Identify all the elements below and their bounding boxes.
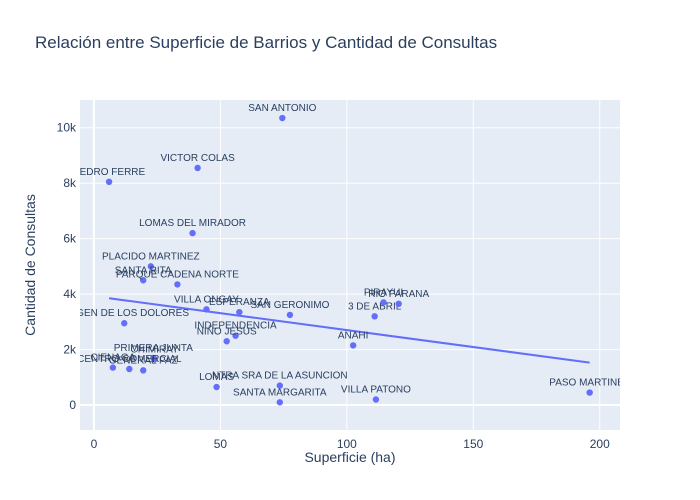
data-point — [203, 306, 210, 313]
data-label: INDEPENDENCIA — [194, 321, 277, 332]
data-point — [349, 342, 357, 349]
data-point — [276, 382, 284, 389]
x-tick-label: 100 — [337, 437, 357, 451]
data-point — [174, 281, 181, 288]
plot-background — [80, 100, 620, 430]
x-tick-label: 200 — [590, 437, 610, 451]
data-label: SAN GERONIMO — [250, 300, 329, 311]
data-point — [121, 320, 128, 327]
data-point — [286, 311, 294, 319]
data-label: PLACIDO MARTINEZ — [102, 251, 200, 262]
x-tick-label: 0 — [91, 437, 98, 451]
data-label: ESPERANZA — [209, 297, 270, 308]
data-label: SANTA RITA — [115, 265, 172, 276]
data-label: GENERAL PAZ — [109, 355, 178, 366]
y-tick-label: 10k — [57, 121, 77, 135]
data-point — [151, 356, 158, 363]
data-label: VICTOR COLAS — [160, 153, 235, 164]
data-point — [371, 313, 378, 320]
data-label: RIO PARANA — [368, 289, 429, 300]
data-point — [232, 332, 239, 339]
data-label: NTRA SRA DE LA ASUNCION — [212, 371, 348, 382]
x-axis-title: Superficie (ha) — [304, 449, 395, 465]
data-point — [586, 389, 593, 396]
data-label: PEDRO FERRE — [73, 167, 146, 178]
data-label: PARQUE CADENA NORTE — [116, 269, 239, 280]
data-point — [279, 114, 286, 122]
data-point — [236, 308, 243, 316]
data-label: VILLA PATONO — [341, 384, 411, 395]
data-label: PASO MARTINEZ — [549, 378, 630, 389]
data-point — [276, 399, 284, 406]
data-points: SAN ANTONIO PEDRO FERRE VICTOR COLAS LOMAS … — [60, 103, 630, 406]
data-label: CENTRO COMERCIAL — [77, 354, 182, 365]
y-tick-label: 8k — [63, 176, 77, 190]
data-point — [126, 365, 133, 373]
data-point — [223, 338, 230, 345]
data-point — [395, 300, 402, 308]
trend-line — [108, 297, 590, 364]
data-label: SAN ANTONIO — [248, 103, 316, 114]
y-axis-title: Cantidad de Consultas — [22, 194, 38, 336]
data-point — [105, 178, 113, 186]
data-point — [189, 229, 196, 237]
data-label: NIÑO JESUS — [197, 324, 257, 337]
data-label: CIENAGA — [90, 353, 135, 364]
x-tick-label: 50 — [214, 437, 228, 451]
data-label: 3 DE ABRIL — [348, 301, 402, 312]
data-label: VILLA ONGAY — [174, 294, 239, 305]
data-label: SANTA MARGARITA — [233, 387, 327, 398]
data-point — [109, 364, 117, 371]
data-label: PIRAYUI — [364, 287, 403, 298]
data-label: VIRGEN DE LOS DOLORES — [60, 308, 190, 319]
data-label: LOMAS DEL MIRADOR — [139, 218, 246, 229]
data-label: ANAHI — [338, 330, 369, 341]
data-point — [147, 263, 155, 270]
data-point — [372, 396, 380, 403]
data-point — [213, 383, 220, 391]
data-label: CHIMIRAY — [131, 344, 179, 355]
data-point — [140, 367, 147, 374]
data-point — [380, 299, 387, 306]
y-tick-label: 2k — [63, 343, 77, 357]
data-label: PRIMERA JUNTA — [114, 343, 194, 354]
data-label: LOMAS — [199, 372, 234, 383]
y-tick-label: 4k — [63, 287, 77, 301]
x-tick-label: 150 — [463, 437, 483, 451]
chart-title: Relación entre Superficie de Barrios y C… — [35, 33, 498, 52]
data-point — [194, 164, 201, 172]
data-point — [140, 277, 147, 284]
y-tick-label: 0 — [69, 398, 76, 412]
y-tick-label: 6k — [63, 232, 77, 246]
